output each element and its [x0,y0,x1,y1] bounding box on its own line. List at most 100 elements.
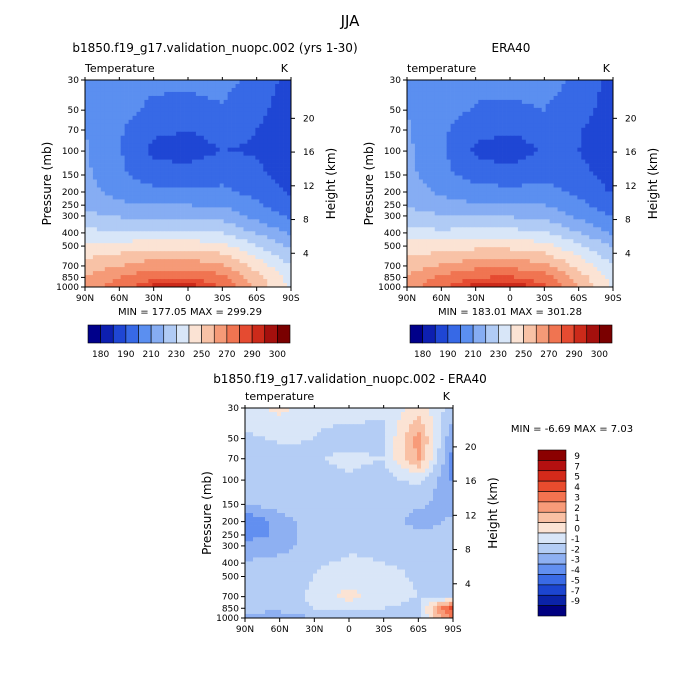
field-cell [502,147,507,152]
field-cell [188,119,193,125]
field-cell [199,271,205,276]
field-cell [553,187,558,192]
field-cell [263,263,268,268]
field-cell [140,80,145,85]
field-cell [247,227,252,232]
field-cell [589,231,594,236]
field-cell [442,187,447,192]
field-cell [458,163,463,168]
field-cell [88,175,94,180]
field-cell [442,179,447,184]
field-cell [235,255,240,260]
field-cell [414,83,420,89]
field-cell [450,95,455,101]
field-cell [164,283,169,288]
field-cell [92,231,98,236]
field-cell [482,187,487,192]
field-cell [100,127,106,133]
field-cell [172,131,177,137]
field-cell [279,195,284,200]
field-cell [263,199,268,204]
field-cell [438,199,443,204]
field-cell [140,275,145,280]
field-cell [116,99,121,105]
field-cell [203,247,209,252]
field-cell [203,255,209,260]
field-cell [191,143,197,149]
field-cell [458,143,463,149]
field-cell [287,227,292,232]
field-cell [589,191,594,196]
field-cell [498,171,503,176]
field-cell [287,80,292,85]
field-cell [442,80,447,85]
field-cell [494,107,499,113]
field-cell [203,231,209,236]
field-cell [585,167,590,172]
field-cell [283,235,288,240]
field-cell [502,215,507,220]
field-cell [251,99,256,105]
field-cell [195,227,201,232]
field-cell [609,167,614,172]
field-cell [537,171,543,176]
field-cell [414,199,420,204]
field-cell [188,199,193,204]
field-cell [128,183,133,188]
field-cell [541,175,546,180]
field-cell [541,243,546,248]
field-cell [521,199,527,204]
field-cell [418,80,424,85]
field-cell [128,163,133,168]
field-cell [426,139,432,145]
field-cell [502,107,507,113]
field-cell [188,211,193,216]
field-cell [235,207,240,212]
field-cell [275,103,280,109]
field-cell [223,99,228,105]
field-cell [565,187,570,192]
field-cell [223,83,228,89]
field-cell [414,179,420,184]
field-cell [227,259,232,264]
field-cell [569,163,574,168]
field-cell [537,183,543,188]
field-cell [164,267,169,272]
field-cell [116,131,121,137]
field-cell [506,163,511,168]
field-cell [434,80,440,85]
field-cell [498,107,503,113]
field-cell [132,215,137,220]
field-cell [502,187,507,192]
field-cell [116,103,121,109]
field-cell [219,195,224,200]
field-cell [271,147,276,152]
field-cell [140,107,145,113]
field-cell [533,235,539,240]
field-cell [160,271,165,276]
field-cell [533,243,539,248]
field-cell [207,227,213,232]
field-cell [211,187,217,192]
field-cell [188,227,193,232]
field-cell [124,179,129,184]
field-cell [148,107,153,113]
field-cell [152,131,157,137]
field-cell [195,283,201,288]
field-cell [176,163,181,168]
field-cell [414,87,420,93]
field-cell [215,119,221,125]
field-cell [279,207,284,212]
field-cell [227,155,232,160]
field-cell [510,95,515,101]
field-cell [462,231,467,236]
field-cell [442,203,447,208]
field-cell [96,191,102,196]
field-cell [132,167,137,172]
field-cell [148,227,153,232]
field-cell [108,263,114,268]
field-cell [120,271,125,276]
field-cell [407,103,412,109]
field-cell [605,87,610,93]
field-cell [482,135,487,141]
